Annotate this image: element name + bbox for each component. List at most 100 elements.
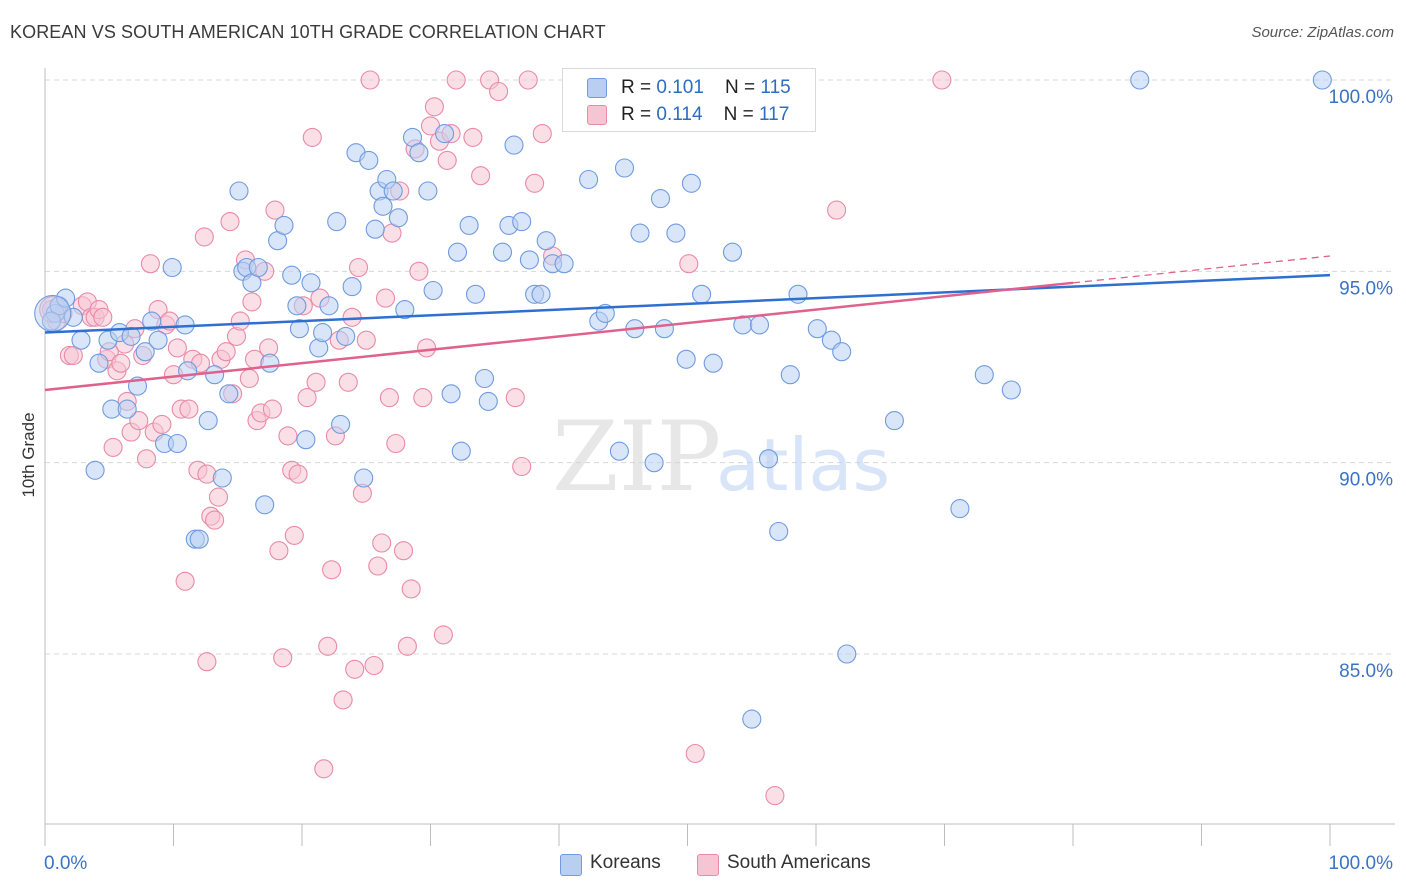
south-american-point (93, 307, 113, 327)
sa-n-value: 117 (759, 104, 790, 125)
south-american-point (401, 579, 421, 599)
south-american-point (111, 353, 131, 373)
y-tick-label-1: 90.0% (1339, 470, 1393, 491)
watermark: ZIP atlas (552, 401, 890, 513)
south-american-point (302, 127, 322, 147)
korean-point (117, 399, 137, 419)
south-american-point (424, 97, 444, 117)
south-american-point (345, 659, 365, 679)
korean-point (722, 242, 743, 262)
korean-point (85, 460, 105, 480)
korean-point (354, 468, 374, 488)
south-american-point (360, 70, 380, 90)
korean-point (229, 181, 249, 201)
korean-point (319, 296, 339, 316)
trend-lines (44, 255, 1331, 392)
korean-r-value: 0.101 (656, 77, 704, 98)
korean-point (301, 273, 321, 293)
x-tick-label-min: 0.0% (44, 853, 87, 874)
korean-point (287, 296, 307, 316)
korean-point (554, 254, 574, 274)
south-american-point (242, 292, 262, 312)
south-american-point (216, 342, 236, 362)
korean-point (255, 495, 275, 515)
south-american-point (532, 124, 552, 144)
south-american-point (512, 456, 532, 477)
south-american-point (273, 648, 293, 668)
korean-point (260, 353, 280, 373)
korean-point (974, 365, 994, 385)
korean-point (654, 319, 674, 339)
korean-swatch (587, 78, 607, 98)
korean-point (327, 212, 347, 232)
south-american-swatch (587, 105, 607, 125)
south-american-point (197, 652, 217, 672)
korean-n-value: 115 (760, 77, 791, 98)
korean-point (614, 158, 635, 178)
south-american-point (208, 487, 229, 507)
korean-point (198, 411, 218, 431)
korean-point (950, 499, 970, 519)
korean-point (365, 219, 385, 239)
south-american-point (505, 388, 525, 408)
south-american-point (63, 345, 83, 366)
south-american-point (205, 510, 225, 530)
korean-point (121, 326, 141, 346)
south-americans-legend-swatch (697, 854, 719, 876)
south-american-point (265, 200, 285, 220)
south-american-point (386, 433, 406, 454)
south-american-point (338, 372, 358, 392)
korean-point (666, 223, 686, 243)
korean-point (219, 384, 239, 404)
y-axis-title: 10th Grade (19, 412, 38, 497)
korean-point (435, 124, 455, 144)
korean-point (148, 330, 168, 350)
korean-point (832, 342, 852, 362)
south-american-point (333, 690, 353, 710)
korean-point (504, 135, 524, 155)
korean-point (465, 284, 486, 304)
south-american-point (278, 426, 298, 446)
south-american-point (129, 411, 149, 431)
korean-point (609, 441, 629, 461)
korean-point (780, 365, 800, 385)
south-american-point (348, 257, 369, 278)
south-american-point (306, 372, 326, 392)
south-american-point (297, 388, 317, 408)
south-american-point (379, 388, 399, 408)
south-american-point (342, 307, 362, 327)
korean-point (336, 326, 356, 346)
korean-point (373, 196, 393, 216)
korean-point (423, 280, 443, 301)
korean-point (459, 215, 479, 235)
korean-point (644, 453, 664, 473)
korean-cluster-point (34, 294, 72, 332)
south-american-point (194, 227, 214, 247)
south-american-trend-extension (1072, 255, 1331, 284)
korean-point (409, 143, 429, 163)
korean-point (313, 323, 333, 343)
korean-point (807, 319, 827, 339)
korean-point (89, 353, 109, 373)
south-american-point (397, 636, 417, 656)
south-american-point (393, 541, 414, 561)
south-american-point (220, 212, 240, 232)
korean-point (383, 181, 403, 201)
korean-point (1001, 380, 1021, 400)
korean-point (1130, 70, 1150, 90)
korean-point (388, 208, 408, 228)
south-american-point (525, 173, 545, 193)
korean-point (531, 284, 551, 304)
korean-point (135, 342, 155, 362)
korean-point (758, 449, 779, 469)
korean-point (742, 709, 762, 729)
south-american-point (284, 525, 304, 545)
korean-point (359, 150, 379, 170)
korean-point (630, 223, 650, 243)
korean-point (162, 257, 182, 278)
korean-point (681, 173, 701, 193)
south-american-point (368, 556, 388, 576)
sa-n-label: N = (723, 104, 760, 125)
korean-points (34, 70, 1332, 729)
axes (44, 68, 1395, 846)
